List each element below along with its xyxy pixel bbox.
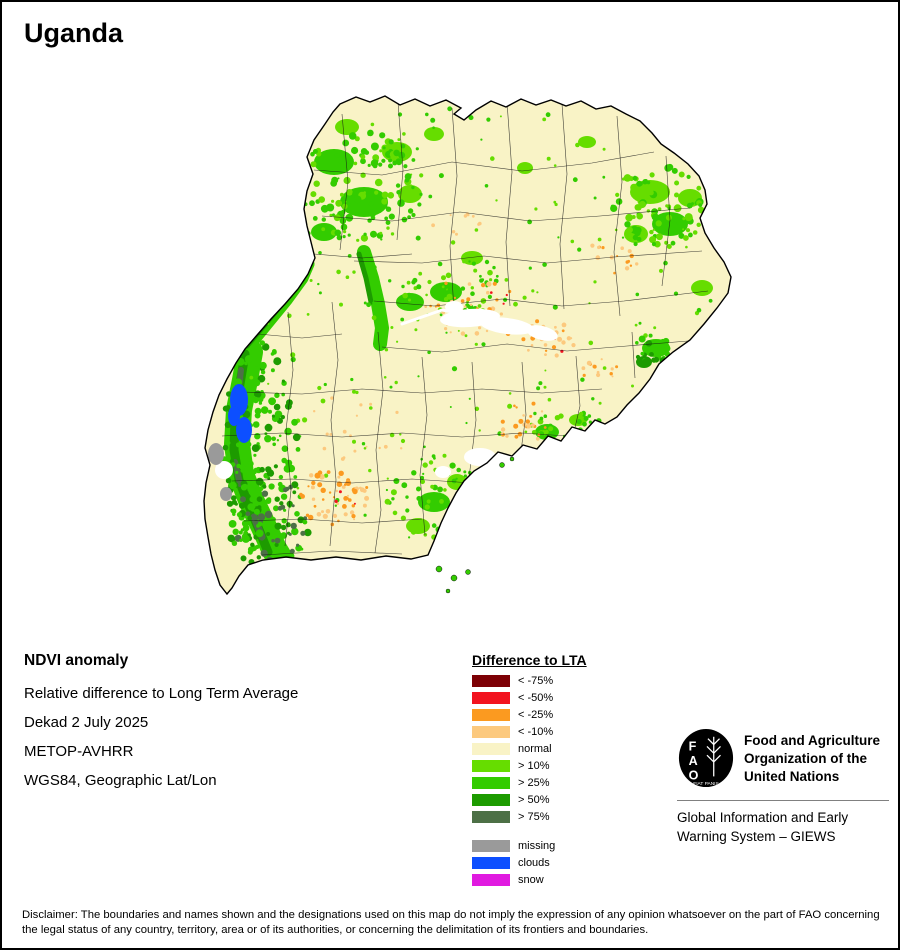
- fao-logo-icon: F A O FIAT PANIS: [678, 729, 734, 787]
- legend-label: < -50%: [518, 692, 554, 704]
- legend-row: > 75%: [472, 811, 587, 823]
- legend-rows: < -75% < -50% < -25% < -10%: [472, 675, 587, 823]
- legend-label: clouds: [518, 857, 550, 869]
- legend-row: < -75%: [472, 675, 587, 687]
- legend-label: > 10%: [518, 760, 550, 772]
- legend-label: > 50%: [518, 794, 550, 806]
- footer-divider: [677, 800, 889, 801]
- legend: Difference to LTA < -75% < -50% < -25%: [472, 652, 587, 891]
- islands-layer: [435, 456, 515, 594]
- legend-swatch: [472, 811, 510, 823]
- giews-name: Global Information and Early Warning Sys…: [677, 810, 849, 844]
- info-heading: NDVI anomaly: [24, 652, 129, 669]
- legend-swatch: [472, 874, 510, 886]
- legend-swatch: [472, 675, 510, 687]
- legend-row: normal: [472, 743, 587, 755]
- legend-label: > 25%: [518, 777, 550, 789]
- legend-title: Difference to LTA: [472, 652, 587, 668]
- legend-row: > 10%: [472, 760, 587, 772]
- svg-text:F: F: [689, 739, 697, 753]
- legend-gap: [472, 828, 587, 840]
- legend-swatch: [472, 777, 510, 789]
- legend-row: < -50%: [472, 692, 587, 704]
- legend-row: missing: [472, 840, 587, 852]
- legend-row: < -25%: [472, 709, 587, 721]
- info-line: Dekad 2 July 2025: [24, 714, 149, 731]
- legend-row: > 50%: [472, 794, 587, 806]
- country-outline: [203, 95, 732, 596]
- legend-row: snow: [472, 874, 587, 886]
- district-boundaries-layer: [221, 101, 709, 556]
- info-lines: Relative difference to Long Term Average…: [24, 685, 298, 789]
- legend-swatch: [472, 726, 510, 738]
- disclaimer: Disclaimer: The boundaries and names sho…: [22, 909, 880, 937]
- legend-swatch: [472, 743, 510, 755]
- svg-text:A: A: [689, 754, 698, 768]
- wheat-ear-icon: [706, 736, 721, 777]
- legend-extra-rows: missing clouds snow: [472, 840, 587, 886]
- lakes-clouds-layer: [208, 301, 558, 501]
- legend-label: < -10%: [518, 726, 554, 738]
- svg-text:FIAT PANIS: FIAT PANIS: [693, 781, 719, 787]
- legend-label: snow: [518, 874, 544, 886]
- fao-header: F A O FIAT PANIS Food and Agriculture Or…: [677, 728, 889, 790]
- legend-swatch: [472, 857, 510, 869]
- legend-label: normal: [518, 743, 552, 755]
- fao-org-name: Food and Agriculture Organization of the…: [744, 733, 880, 784]
- legend-swatch: [472, 692, 510, 704]
- info-line: WGS84, Geographic Lat/Lon: [24, 772, 217, 789]
- legend-label: > 75%: [518, 811, 550, 823]
- map-info: NDVI anomaly Relative difference to Long…: [24, 652, 298, 801]
- page-title: Uganda: [24, 18, 124, 48]
- svg-text:O: O: [689, 768, 699, 782]
- legend-swatch: [472, 709, 510, 721]
- legend-row: clouds: [472, 857, 587, 869]
- fao-footer: F A O FIAT PANIS Food and Agriculture Or…: [677, 728, 889, 847]
- legend-swatch: [472, 840, 510, 852]
- info-line: METOP-AVHRR: [24, 743, 134, 760]
- legend-row: < -10%: [472, 726, 587, 738]
- legend-swatch: [472, 760, 510, 772]
- info-line: Relative difference to Long Term Average: [24, 685, 299, 702]
- legend-label: < -75%: [518, 675, 554, 687]
- legend-label: missing: [518, 840, 556, 852]
- legend-label: < -25%: [518, 709, 554, 721]
- legend-row: > 25%: [472, 777, 587, 789]
- legend-swatch: [472, 794, 510, 806]
